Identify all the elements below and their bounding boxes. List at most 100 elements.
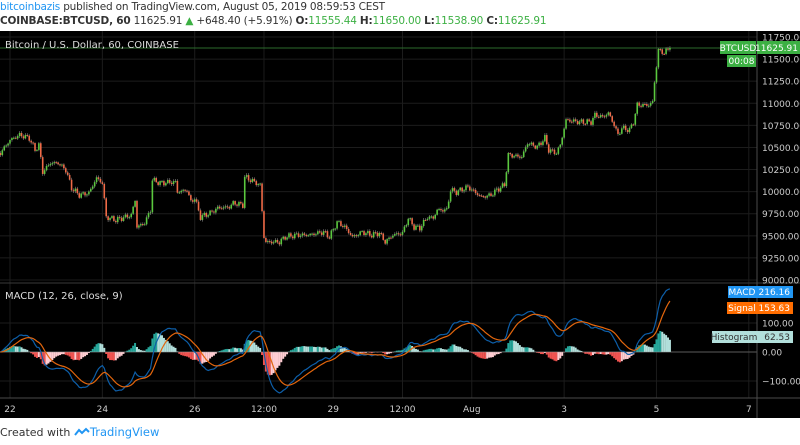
candle-body — [243, 176, 246, 208]
histogram-bar — [343, 347, 346, 352]
histogram-bar — [640, 344, 643, 352]
histogram-bar — [259, 347, 262, 352]
candle-body — [501, 183, 504, 188]
candle-body — [253, 178, 256, 182]
histogram-bar — [491, 352, 494, 358]
histogram-bar — [80, 352, 83, 359]
histogram-bar — [643, 344, 646, 352]
candle-body — [172, 181, 175, 185]
candle-body — [428, 216, 431, 219]
histogram-bar — [234, 347, 237, 352]
candle-body — [492, 195, 494, 197]
histogram-bar — [251, 341, 254, 352]
histogram-bar — [490, 352, 492, 358]
histogram-bar — [565, 348, 568, 352]
candle-body — [80, 193, 82, 198]
candle-body — [115, 220, 117, 223]
price-tick-label: 9500.00 — [762, 232, 799, 242]
histogram-bar — [141, 350, 144, 352]
candle-body — [299, 235, 302, 237]
histogram-bar — [595, 352, 598, 354]
histogram-value: 62.53 — [764, 333, 790, 343]
candle-body — [522, 151, 525, 158]
candle-body — [569, 119, 571, 122]
publish-info: bitcoinbazis published on TradingView.co… — [0, 1, 385, 13]
histogram-bar — [268, 352, 271, 376]
histogram-bar — [407, 345, 410, 352]
candle-body — [567, 119, 569, 121]
candle-body — [259, 183, 261, 185]
time-tick-label: 24 — [97, 405, 109, 415]
price-chart[interactable]: 11750.00 11500.00 11250.00 11000.00 10750.00… — [0, 31, 800, 418]
candle-body — [530, 142, 533, 145]
candle-body — [617, 128, 619, 134]
histogram-bar — [413, 348, 416, 352]
histogram-bar — [307, 346, 310, 352]
tradingview-link[interactable]: TradingView — [89, 425, 160, 439]
candle-body — [605, 114, 608, 117]
candle-body — [49, 164, 52, 166]
candle-body — [544, 135, 546, 142]
candle-body — [222, 207, 225, 209]
author-link[interactable]: bitcoinbazis — [0, 1, 61, 13]
candle-body — [555, 153, 558, 155]
candle-body — [16, 136, 19, 139]
histogram-bar — [549, 352, 552, 359]
histogram-bar — [103, 347, 106, 352]
histogram-bar — [478, 352, 481, 358]
histogram-bar — [286, 352, 289, 355]
axes[interactable]: 11750.00 11500.00 11250.00 11000.00 10750.00… — [4, 34, 800, 416]
candle-body — [7, 143, 9, 146]
histogram-bar — [597, 352, 600, 355]
candle-body — [603, 116, 606, 118]
histogram-bar — [447, 348, 450, 352]
candle-body — [14, 137, 17, 139]
candle-body — [584, 123, 587, 125]
histogram-bar — [341, 347, 344, 352]
candle-body — [621, 128, 623, 134]
histogram-bar — [584, 352, 587, 354]
candle-body — [145, 217, 148, 225]
last-price: 11625.91 — [133, 15, 183, 27]
price-tick-label: 10750.00 — [762, 122, 800, 132]
candle-body — [109, 217, 111, 221]
candle-body — [494, 189, 496, 196]
histogram-bar — [9, 346, 11, 352]
candle-body — [438, 209, 440, 211]
histogram-bar — [536, 352, 539, 353]
histogram-bar — [55, 352, 58, 357]
candle-body — [159, 181, 161, 185]
histogram-bar — [182, 352, 185, 356]
candle-body — [93, 182, 96, 187]
candle-body — [151, 180, 154, 213]
histogram-bar — [665, 335, 668, 352]
candle-body — [307, 235, 310, 237]
candle-body — [280, 238, 283, 245]
histogram-bar — [139, 350, 142, 352]
histogram-bar — [132, 345, 135, 352]
candle-body — [361, 231, 363, 233]
candle-body — [209, 210, 211, 216]
histogram-bar — [12, 345, 15, 352]
histogram-bar — [261, 352, 264, 356]
candle-body — [419, 225, 421, 231]
candle-body — [340, 221, 342, 226]
price-tick-label: 9250.00 — [762, 254, 799, 264]
candle-body — [201, 215, 204, 220]
histogram-bar — [293, 347, 296, 352]
candle-body — [365, 233, 367, 236]
candle-body — [0, 153, 2, 156]
candle-body — [528, 144, 531, 146]
histogram-value-tag — [757, 331, 793, 343]
candle-body — [28, 135, 31, 141]
histogram-bar — [118, 352, 121, 357]
histogram-bar — [312, 346, 315, 352]
candle-body — [592, 117, 594, 125]
histogram-bar — [347, 350, 350, 352]
macd-value: 216.16 — [759, 288, 791, 298]
histogram-bar — [339, 346, 342, 352]
histogram-bar — [645, 345, 648, 352]
histogram-bar — [147, 347, 150, 352]
candle-body — [507, 153, 510, 173]
histogram-bar — [547, 352, 550, 358]
